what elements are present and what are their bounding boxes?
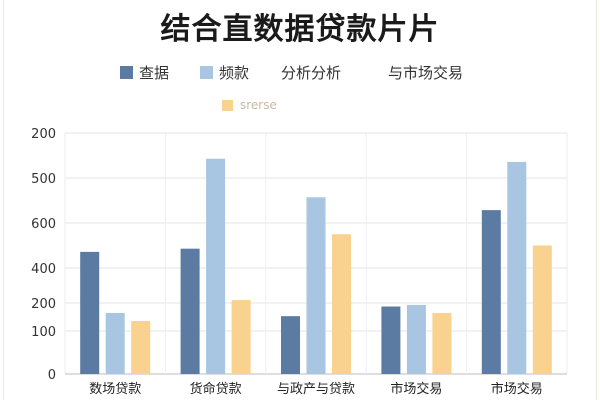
bar	[180, 248, 200, 374]
legend-label-series-3: 分析分析	[281, 63, 342, 82]
y-tick-label: 600	[31, 217, 56, 232]
bar	[131, 320, 151, 374]
bar	[406, 304, 426, 374]
legend-item-secondary: srerse	[222, 98, 277, 112]
bar	[381, 306, 401, 374]
legend-label-series-1: 查据	[139, 63, 170, 82]
legend: 查据 频款 分析分析 与市场交易	[0, 62, 600, 86]
bar	[206, 158, 226, 374]
y-tick-label: 200	[31, 127, 56, 142]
legend-item-series-2: 频款	[200, 62, 249, 82]
legend-swatch-series-2	[200, 65, 213, 79]
y-tick-label: 200	[31, 297, 56, 312]
bar	[281, 316, 300, 374]
bar	[432, 312, 452, 374]
y-tick-label: 0	[48, 368, 56, 383]
legend-item-series-1: 查据	[120, 62, 169, 82]
bars	[80, 158, 552, 374]
legend-label-series-2: 频款	[219, 63, 250, 82]
legend-label-extra: 与市场交易	[388, 63, 464, 82]
legend-item-series-3: 分析分析	[281, 62, 341, 82]
bar	[306, 197, 326, 374]
x-tick-label: 市场交易	[390, 381, 442, 397]
legend-item-extra: 与市场交易	[388, 62, 463, 82]
x-tick-label: 与政产与贷款	[277, 382, 355, 397]
x-tick-label: 数场贷款	[89, 382, 141, 397]
legend-swatch-secondary	[222, 99, 233, 111]
bar	[231, 300, 251, 374]
bar	[80, 251, 100, 374]
legend-label-secondary: srerse	[240, 98, 277, 112]
x-tick-label: 货命贷款	[190, 381, 242, 397]
y-tick-label: 500	[31, 172, 56, 187]
bar	[105, 312, 125, 374]
y-tick-label: 100	[31, 325, 56, 340]
chart-frame	[3, 0, 597, 400]
legend-swatch-series-1	[120, 65, 133, 79]
y-tick-label: 400	[31, 262, 56, 277]
x-tick-label: 市场交易	[491, 381, 543, 397]
chart-title: 结合直数据贷款片片	[160, 12, 440, 47]
y-axis: 0 100 200 400 600 500 200	[31, 127, 56, 383]
bar	[532, 245, 552, 374]
x-axis: 数场贷款 货命贷款 与政产与贷款 市场交易 市场交易	[89, 381, 543, 397]
bar	[481, 210, 501, 374]
bar	[332, 234, 351, 374]
bar	[507, 161, 527, 374]
